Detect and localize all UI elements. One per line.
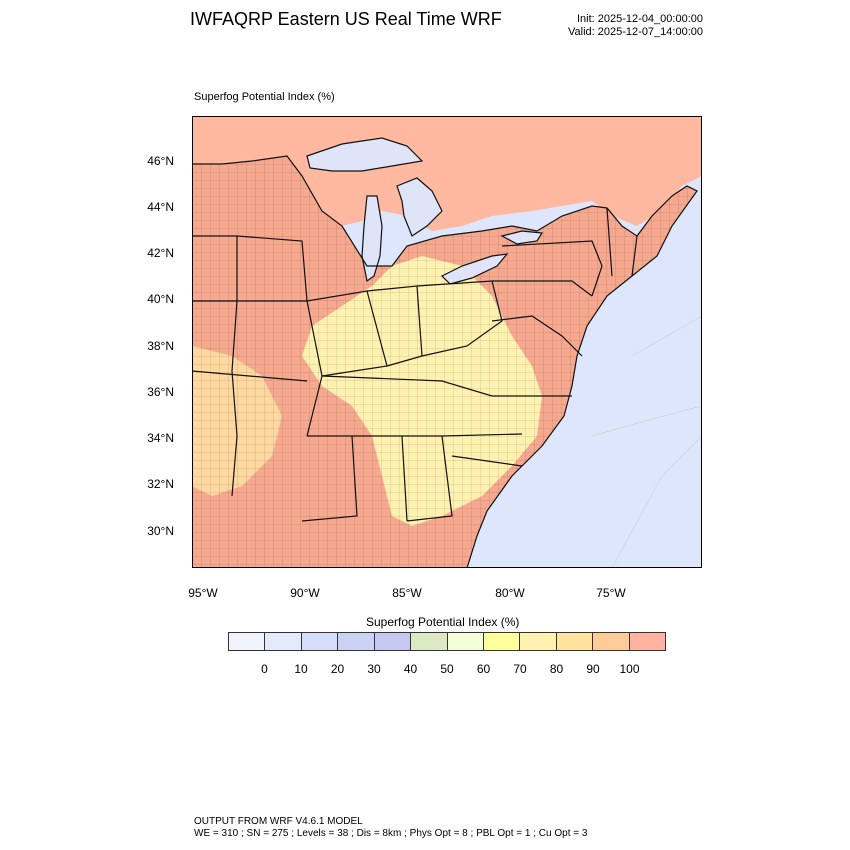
colorbar-tick-label: 50 bbox=[440, 662, 454, 676]
lat-tick-label: 46°N bbox=[147, 154, 174, 168]
colorbar-tick-label: 60 bbox=[476, 662, 491, 676]
lake-huron bbox=[396, 177, 443, 237]
canada-region bbox=[192, 116, 702, 231]
lake-ontario bbox=[500, 230, 544, 245]
lon-tick-label: 75°W bbox=[596, 586, 626, 600]
lat-tick-label: 42°N bbox=[147, 246, 174, 260]
lat-tick-label: 36°N bbox=[147, 385, 174, 399]
colorbar-swatch bbox=[447, 633, 484, 650]
lon-tick-label: 85°W bbox=[392, 586, 422, 600]
colorbar-tick-label: 70 bbox=[513, 662, 527, 676]
field-label: Superfog Potential Index (%) bbox=[194, 91, 335, 103]
lat-tick-label: 30°N bbox=[147, 524, 174, 538]
graticule bbox=[591, 315, 702, 568]
lat-tick-label: 38°N bbox=[147, 339, 174, 353]
state-boundaries bbox=[192, 155, 698, 568]
colorbar-tick-label: 80 bbox=[549, 662, 564, 676]
colorbar-tick-label: 0 bbox=[261, 662, 268, 676]
colorbar-swatch bbox=[338, 633, 375, 650]
colorbar-tick-label: 100 bbox=[619, 662, 640, 676]
colorbar-swatch bbox=[265, 633, 302, 650]
colorbar-swatch bbox=[301, 633, 339, 650]
valid-time: Valid: 2025-12-07_14:00:00 bbox=[568, 26, 703, 38]
map-border bbox=[192, 116, 702, 568]
map-canvas bbox=[192, 116, 702, 568]
colorbar-swatch bbox=[229, 633, 266, 650]
colorbar-title: Superfog Potential Index (%) bbox=[366, 615, 520, 629]
colorbar-swatch bbox=[411, 633, 448, 650]
model-config: WE = 310 ; SN = 275 ; Levels = 38 ; Dis … bbox=[194, 828, 588, 839]
page-title: IWFAQRP Eastern US Real Time WRF bbox=[190, 9, 502, 29]
lake-superior bbox=[306, 137, 424, 172]
colorbar-swatch bbox=[520, 633, 557, 650]
colorbar-swatch bbox=[629, 633, 666, 650]
lon-tick-label: 90°W bbox=[290, 586, 320, 600]
lat-tick-label: 32°N bbox=[147, 477, 174, 491]
model-info: OUTPUT FROM WRF V4.6.1 MODEL bbox=[194, 816, 363, 827]
colorbar-tick-label: 10 bbox=[294, 662, 308, 676]
lat-tick-label: 40°N bbox=[147, 292, 174, 306]
colorbar-swatch bbox=[593, 633, 630, 650]
lat-tick-label: 34°N bbox=[147, 431, 174, 445]
colorbar-tick-label: 40 bbox=[403, 662, 418, 676]
init-time: Init: 2025-12-04_00:00:00 bbox=[577, 13, 703, 25]
colorbar-tick-label: 90 bbox=[586, 662, 600, 676]
lon-tick-label: 80°W bbox=[495, 586, 525, 600]
colorbar-tick-label: 20 bbox=[330, 662, 345, 676]
colorbar bbox=[228, 632, 666, 651]
colorbar-swatch bbox=[483, 633, 521, 650]
colorbar-tick-label: 30 bbox=[367, 662, 381, 676]
lat-tick-label: 44°N bbox=[147, 200, 174, 214]
map-panel bbox=[192, 116, 702, 568]
colorbar-swatch bbox=[374, 633, 412, 650]
colorbar-swatch bbox=[556, 633, 594, 650]
lon-tick-label: 95°W bbox=[188, 586, 218, 600]
county-boundaries bbox=[192, 156, 697, 568]
lake-michigan bbox=[361, 195, 383, 283]
